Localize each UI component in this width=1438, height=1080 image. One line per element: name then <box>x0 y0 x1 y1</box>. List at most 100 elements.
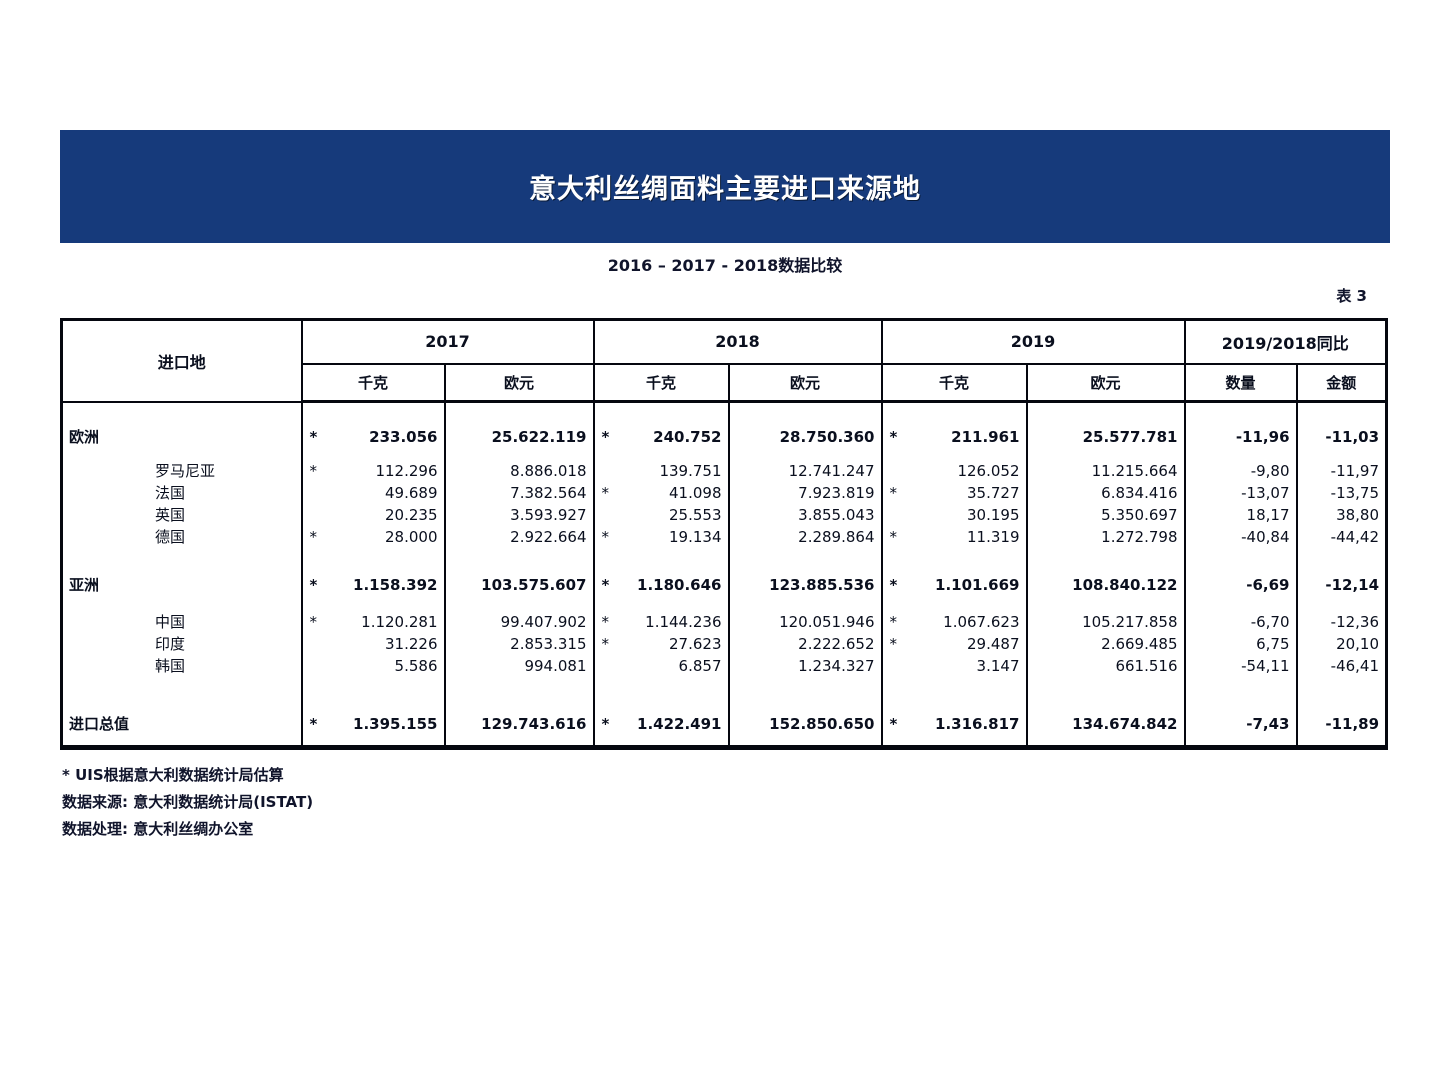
kg-2018-value: 19.134 <box>669 527 722 546</box>
eur-2019-value: 11.215.664 <box>1025 459 1185 482</box>
year-header-yoy: 2019/2018同比 <box>1183 319 1387 365</box>
eur-2017-value: 3.593.927 <box>443 503 594 526</box>
estimate-asterisk: * <box>601 527 610 546</box>
yoy-amt-value: 20,10 <box>1295 632 1387 655</box>
kg-2019-value: 126.052 <box>957 461 1020 480</box>
eur-2018-value: 28.750.360 <box>727 425 882 448</box>
table-row-korea: 韩国 5.586 994.081 6.857 1.234.327 3.147 6… <box>62 654 1387 677</box>
unit-header-kg-2017: 千克 <box>300 363 445 403</box>
kg-2017-value: 233.056 <box>369 427 438 446</box>
estimate-asterisk: * <box>601 427 610 446</box>
kg-2018-value: 25.553 <box>669 505 722 524</box>
kg-2018-value: 6.857 <box>678 656 722 675</box>
estimate-asterisk: * <box>889 634 898 653</box>
corner-header: 进口地 <box>61 319 302 403</box>
kg-2017-value: 112.296 <box>375 461 438 480</box>
table-row-romania: 罗马尼亚 * 112.296 8.886.018 139.751 12.741.2… <box>62 459 1387 482</box>
yoy-qty-value: -6,69 <box>1183 573 1297 596</box>
yoy-amt-value: -11,03 <box>1295 425 1387 448</box>
kg-2019-value: 211.961 <box>951 427 1020 446</box>
eur-2019-value: 105.217.858 <box>1025 610 1185 633</box>
estimate-asterisk: * <box>601 714 610 733</box>
estimate-asterisk: * <box>309 461 318 480</box>
eur-2017-value: 8.886.018 <box>443 459 594 482</box>
yoy-qty-value: -40,84 <box>1183 525 1297 548</box>
eur-2018-value: 2.289.864 <box>727 525 882 548</box>
row-label: 罗马尼亚 <box>155 462 216 480</box>
row-label: 德国 <box>155 528 186 546</box>
yoy-amt-value: 38,80 <box>1295 503 1387 526</box>
estimate-asterisk: * <box>889 714 898 733</box>
kg-2018-value: 41.098 <box>669 483 722 502</box>
row-label: 进口总值 <box>69 715 130 733</box>
kg-2018-value: 240.752 <box>653 427 722 446</box>
yoy-amt-value: -46,41 <box>1295 654 1387 677</box>
kg-2017-value: 31.226 <box>385 634 438 653</box>
footnote-estimate: * UIS根据意大利数据统计局估算 <box>62 766 284 784</box>
footnote-processing: 数据处理: 意大利丝绸办公室 <box>62 820 254 838</box>
estimate-asterisk: * <box>309 527 318 546</box>
kg-2019-value: 35.727 <box>967 483 1020 502</box>
yoy-amt-value: -12,14 <box>1295 573 1387 596</box>
estimate-asterisk: * <box>889 483 898 502</box>
table-row-india: 印度 31.226 2.853.315 * 27.623 2.222.652 * 2… <box>62 632 1387 655</box>
eur-2018-value: 2.222.652 <box>727 632 882 655</box>
kg-2019-value: 1.316.817 <box>935 714 1020 733</box>
unit-header-eur-2017: 欧元 <box>443 363 594 403</box>
import-sources-table: 进口地 2017 2018 2019 2019/2018同比 千克 欧元 千克 … <box>60 318 1389 750</box>
table-row-asia: 亚洲 * 1.158.392 103.575.607 * 1.180.646 123… <box>62 573 1387 596</box>
eur-2017-value: 2.922.664 <box>443 525 594 548</box>
table-row-uk: 英国 20.235 3.593.927 25.553 3.855.043 30.… <box>62 503 1387 526</box>
eur-2017-value: 7.382.564 <box>443 481 594 504</box>
estimate-asterisk: * <box>601 634 610 653</box>
row-label: 英国 <box>155 506 186 524</box>
year-header-2018: 2018 <box>592 319 882 365</box>
eur-2017-value: 99.407.902 <box>443 610 594 633</box>
kg-2018-value: 1.180.646 <box>637 575 722 594</box>
kg-2017-value: 5.586 <box>394 656 438 675</box>
unit-header-qty: 数量 <box>1183 363 1297 403</box>
yoy-amt-value: -13,75 <box>1295 481 1387 504</box>
spacer-row <box>62 734 1387 748</box>
eur-2017-value: 25.622.119 <box>443 425 594 448</box>
footnotes: * UIS根据意大利数据统计局估算 数据来源: 意大利数据统计局(ISTAT) … <box>62 762 313 843</box>
kg-2019-value: 1.067.623 <box>943 612 1020 631</box>
yoy-qty-value: -6,70 <box>1183 610 1297 633</box>
kg-2019-value: 3.147 <box>976 656 1020 675</box>
eur-2018-value: 7.923.819 <box>727 481 882 504</box>
estimate-asterisk: * <box>309 575 318 594</box>
kg-2019-value: 11.319 <box>967 527 1020 546</box>
yoy-amt-value: -12,36 <box>1295 610 1387 633</box>
yoy-amt-value: -11,97 <box>1295 459 1387 482</box>
yoy-qty-value: -13,07 <box>1183 481 1297 504</box>
estimate-asterisk: * <box>309 612 318 631</box>
eur-2018-value: 120.051.946 <box>727 610 882 633</box>
kg-2017-value: 1.158.392 <box>353 575 438 594</box>
year-header-2017: 2017 <box>300 319 594 365</box>
eur-2019-value: 1.272.798 <box>1025 525 1185 548</box>
unit-header-kg-2019: 千克 <box>880 363 1027 403</box>
table-row-total: 进口总值 * 1.395.155 129.743.616 * 1.422.491 1… <box>62 712 1387 735</box>
table-row-china: 中国 * 1.120.281 99.407.902 * 1.144.236 120.… <box>62 610 1387 633</box>
row-label: 韩国 <box>155 657 186 675</box>
eur-2018-value: 1.234.327 <box>727 654 882 677</box>
row-label: 印度 <box>155 635 186 653</box>
estimate-asterisk: * <box>601 575 610 594</box>
import-table-wrapper: 进口地 2017 2018 2019 2019/2018同比 千克 欧元 千克 … <box>60 318 1389 750</box>
kg-2018-value: 1.144.236 <box>645 612 722 631</box>
estimate-asterisk: * <box>889 612 898 631</box>
estimate-asterisk: * <box>309 427 318 446</box>
table-row-europe: 欧洲 * 233.056 25.622.119 * 240.752 28.750.3… <box>62 425 1387 448</box>
kg-2017-value: 1.395.155 <box>353 714 438 733</box>
yoy-qty-value: -9,80 <box>1183 459 1297 482</box>
kg-2017-value: 28.000 <box>385 527 438 546</box>
estimate-asterisk: * <box>889 575 898 594</box>
eur-2017-value: 994.081 <box>443 654 594 677</box>
kg-2017-value: 1.120.281 <box>361 612 438 631</box>
header-unit-row: 千克 欧元 千克 欧元 千克 欧元 数量 金额 <box>62 363 1387 403</box>
yoy-amt-value: -44,42 <box>1295 525 1387 548</box>
eur-2019-value: 25.577.781 <box>1025 425 1185 448</box>
kg-2017-value: 20.235 <box>385 505 438 524</box>
eur-2019-value: 134.674.842 <box>1025 712 1185 735</box>
